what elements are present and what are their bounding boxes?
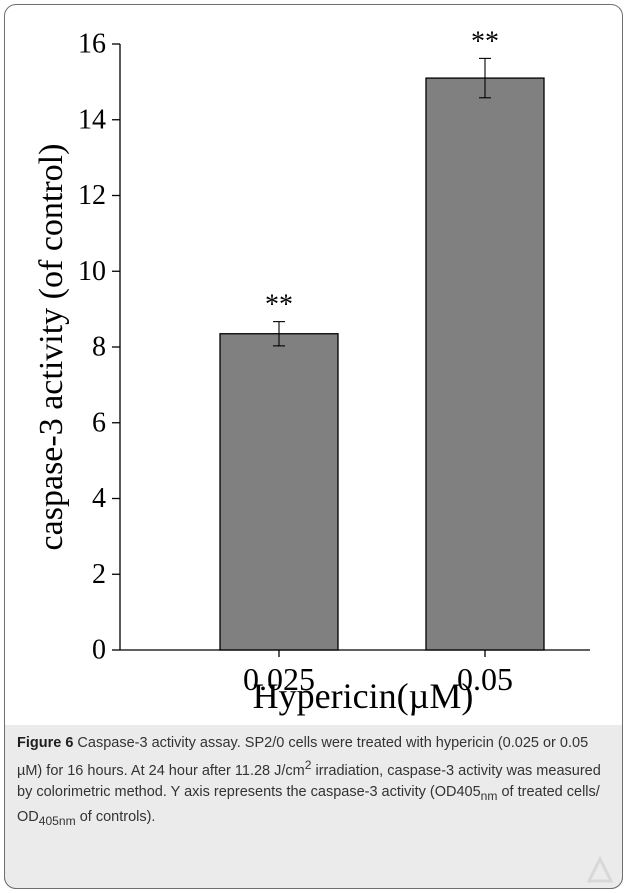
publisher-logo-icon [586,855,614,883]
y-axis-title: caspase-3 activity (of control) [33,144,70,551]
figure-label: Figure 6 [17,735,74,751]
caption-text-1: Caspase-3 activity assay. SP2/0 cells we… [17,735,589,779]
y-tick-label: 6 [92,407,106,438]
y-tick-label: 0 [92,635,106,666]
significance-label: ** [265,290,293,321]
y-tick-label: 2 [92,559,106,590]
bar [425,77,545,651]
y-tick-label: 8 [92,332,106,363]
caption-text-2: irradiation, caspase-3 activity was meas… [17,762,601,800]
bar [219,333,339,651]
y-tick-label: 4 [92,483,106,514]
bar-chart: 0 2 4 6 8 10 12 14 16 caspase-3 activity (of cont… [33,26,590,716]
caption-sup: 2 [304,757,312,772]
x-tick-label: 0.025 [243,661,315,697]
y-tick-label: 10 [78,256,106,287]
caption-sub-2: 405nm [38,814,76,829]
significance-label: ** [471,26,499,57]
figure-caption: Figure 6 Caspase-3 activity assay. SP2/0… [17,733,617,833]
caption-text-4: of controls). [75,809,156,826]
caption-text-3: of treated cells/ OD [17,783,600,826]
x-axis-title: Hypericin(µM) [253,676,474,716]
caption-sub-1: nm [480,788,498,803]
y-tick-label: 14 [78,104,106,135]
caption-panel [4,725,623,889]
y-tick-label: 16 [78,29,106,60]
y-tick-label: 12 [78,180,106,211]
x-tick-label: 0.05 [457,661,513,697]
